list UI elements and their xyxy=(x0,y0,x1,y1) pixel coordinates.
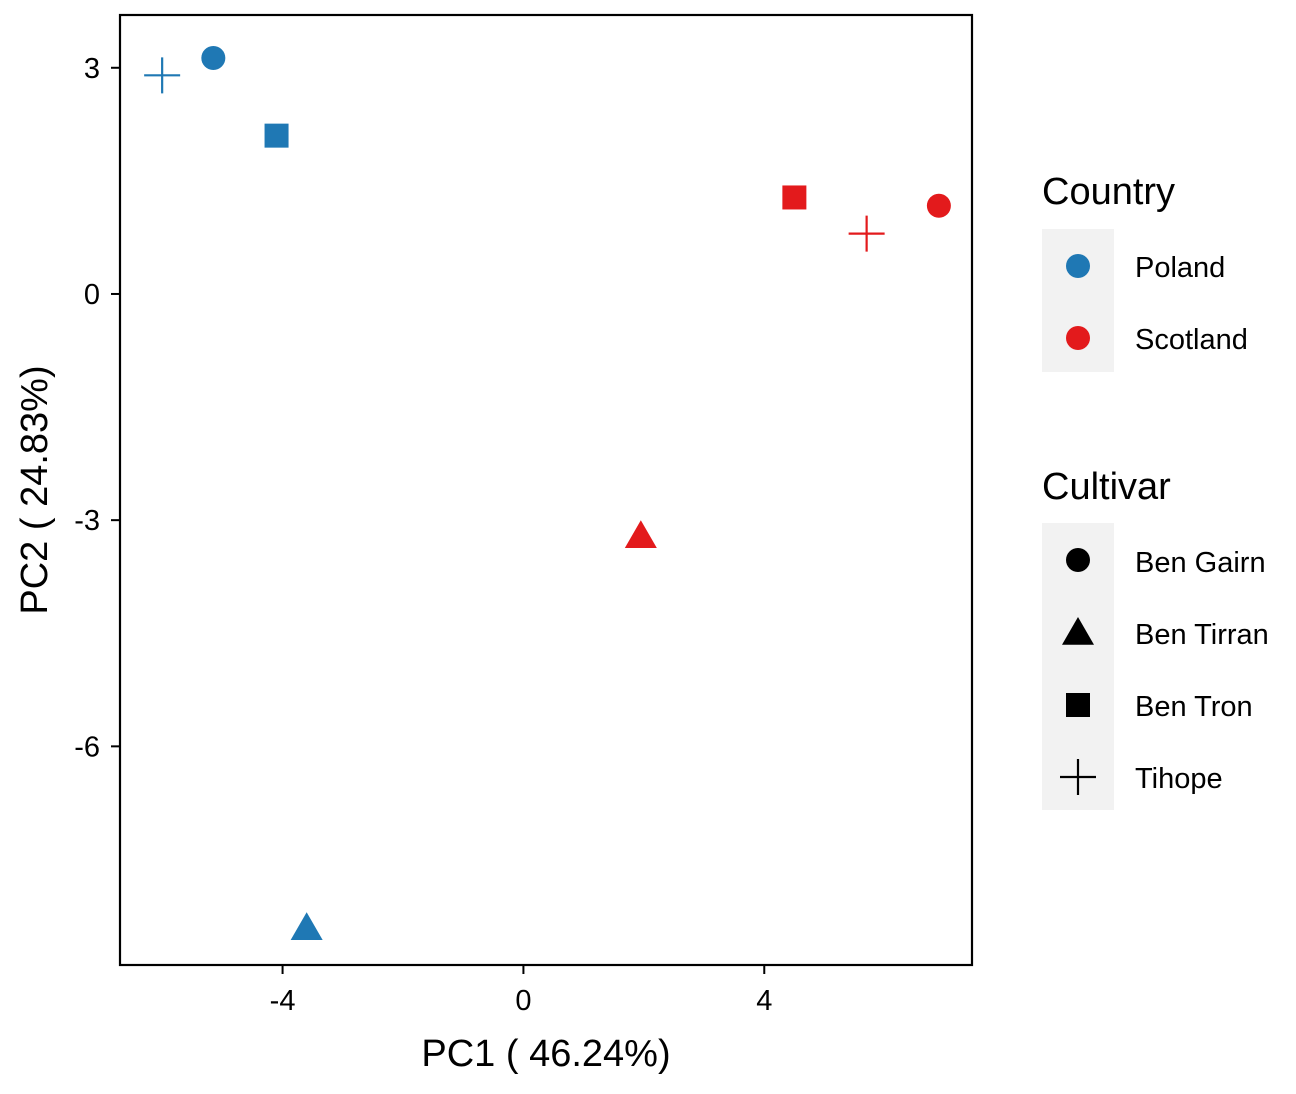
y-tick-label: -6 xyxy=(74,731,100,763)
legend-country-keys xyxy=(1066,254,1090,350)
legend-item-scotland: Scotland xyxy=(1135,324,1248,356)
legend-key-scotland xyxy=(1066,326,1090,350)
legend-key-ben-tron xyxy=(1066,693,1090,717)
legend-country: Country Poland Scotland xyxy=(1042,171,1248,372)
axis-ticks: -4 0 4 3 0 -3 -6 xyxy=(74,53,772,1017)
legend-item-ben-tirran: Ben Tirran xyxy=(1135,619,1269,651)
x-tick-label: 4 xyxy=(756,985,772,1017)
point-poland-tihope xyxy=(144,57,181,94)
data-points xyxy=(144,45,951,941)
point-poland-ben-gairn xyxy=(201,45,226,70)
legend-item-poland: Poland xyxy=(1135,252,1225,284)
point-poland-ben-tirran xyxy=(290,912,323,941)
legend-item-ben-gairn: Ben Gairn xyxy=(1135,547,1266,579)
y-axis-title: PC2 ( 24.83%) xyxy=(14,365,56,614)
y-tick-label: 3 xyxy=(84,53,100,85)
legend-cultivar-title: Cultivar xyxy=(1042,466,1171,508)
point-scotland-ben-gairn xyxy=(926,193,951,218)
legend-country-key-bg xyxy=(1042,229,1114,372)
legend-key-tihope xyxy=(1060,759,1096,795)
point-scotland-tihope xyxy=(848,215,885,252)
legend-cultivar: Cultivar Ben Gairn Ben Tirran Ben Tron T… xyxy=(1042,466,1269,810)
point-scotland-ben-tron xyxy=(782,185,807,210)
legend-cultivar-keys xyxy=(1060,548,1096,795)
y-tick-label: 0 xyxy=(84,279,100,311)
legend-key-ben-gairn xyxy=(1066,548,1090,572)
legend-key-ben-tirran xyxy=(1062,617,1094,645)
legend-key-poland xyxy=(1066,254,1090,278)
y-tick-label: -3 xyxy=(74,505,100,537)
x-axis-title: PC1 ( 46.24%) xyxy=(421,1033,670,1075)
point-scotland-ben-tirran xyxy=(624,520,657,548)
point-poland-ben-tron xyxy=(264,123,289,148)
plot-panel xyxy=(118,13,974,967)
x-tick-label: -4 xyxy=(270,985,296,1017)
legend-country-title: Country xyxy=(1042,171,1175,213)
legend-item-ben-tron: Ben Tron xyxy=(1135,691,1253,723)
legend-item-tihope: Tihope xyxy=(1135,763,1223,795)
x-tick-label: 0 xyxy=(515,985,531,1017)
